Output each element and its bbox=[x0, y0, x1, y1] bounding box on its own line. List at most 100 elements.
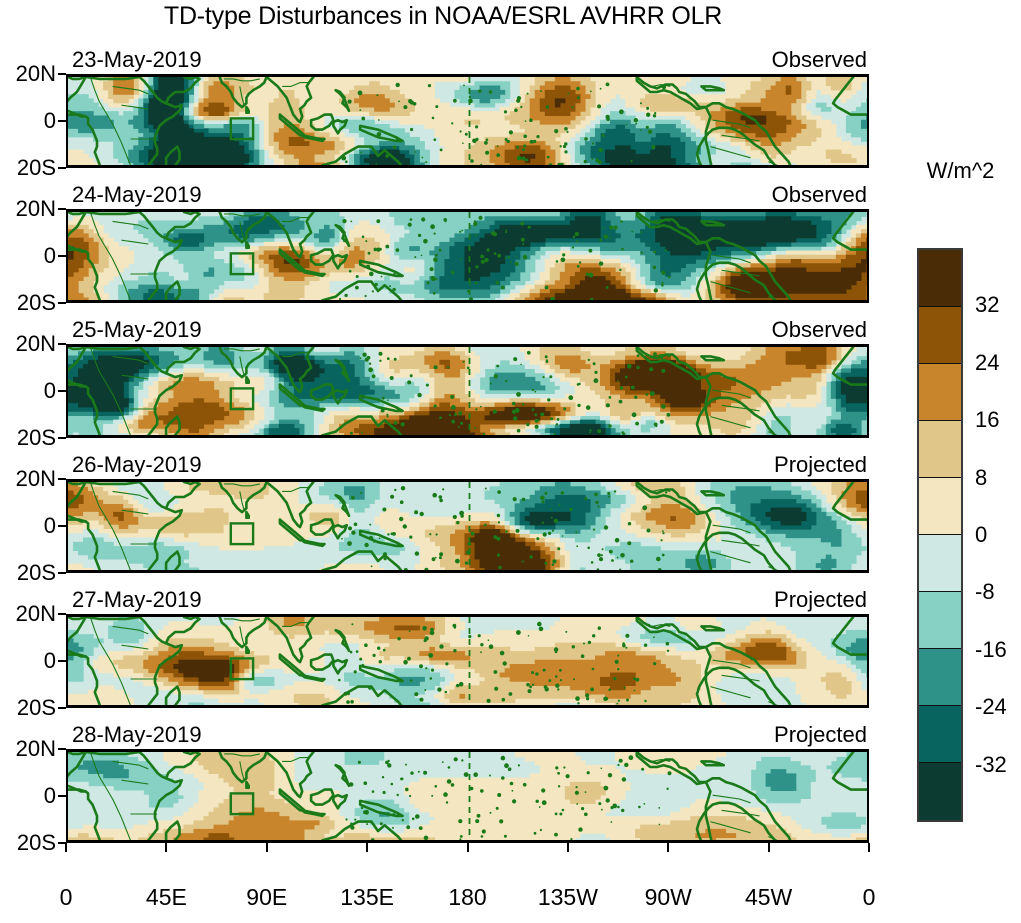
x-tick-label: 0 bbox=[59, 884, 73, 910]
x-tick-mark bbox=[466, 843, 469, 852]
panel-status-label: Projected bbox=[774, 452, 867, 477]
panel-date-label: 23-May-2019 bbox=[72, 47, 202, 72]
y-tick-mark bbox=[58, 525, 66, 527]
y-tick-mark bbox=[58, 660, 66, 662]
colorbar-band bbox=[919, 307, 961, 364]
colorbar-band bbox=[919, 535, 961, 592]
y-tick-label: 20S bbox=[16, 830, 56, 855]
x-tick-label: 90E bbox=[246, 884, 288, 910]
panel-status-label: Observed bbox=[771, 182, 867, 207]
colorbar-band bbox=[919, 706, 961, 763]
colorbar-tick-label: 0 bbox=[975, 522, 988, 547]
olr-anomaly-map bbox=[66, 74, 869, 168]
colorbar-tick-label: -24 bbox=[975, 694, 1007, 720]
olr-anomaly-map bbox=[66, 344, 869, 438]
panel-header: 26-May-2019 Projected bbox=[66, 452, 869, 478]
panel-status-label: Projected bbox=[774, 587, 867, 612]
x-tick-label: 45E bbox=[145, 884, 187, 910]
map-panel-4: 26-May-2019 Projected bbox=[66, 452, 869, 573]
y-tick-label: 20N bbox=[15, 196, 56, 221]
y-tick-label: 0 bbox=[43, 108, 56, 133]
x-tick-label: 0 bbox=[862, 884, 876, 910]
page-title: TD-type Disturbances in NOAA/ESRL AVHRR … bbox=[163, 2, 723, 30]
x-tick-mark bbox=[667, 843, 670, 852]
y-tick-mark bbox=[58, 748, 66, 750]
panel-header: 27-May-2019 Projected bbox=[66, 587, 869, 613]
y-tick-mark bbox=[58, 343, 66, 345]
colorbar-tick-label: 8 bbox=[975, 464, 988, 490]
x-tick-label: 180 bbox=[448, 884, 487, 910]
y-tick-label: 0 bbox=[43, 243, 56, 268]
y-tick-label: 0 bbox=[43, 378, 56, 403]
y-tick-label: 0 bbox=[43, 783, 56, 808]
colorbar-band bbox=[919, 364, 961, 421]
colorbar-band bbox=[919, 592, 961, 649]
y-tick-mark bbox=[58, 302, 66, 304]
y-tick-mark bbox=[58, 208, 66, 210]
x-tick-mark bbox=[165, 843, 168, 852]
colorbar-tick-label: -32 bbox=[975, 751, 1007, 777]
colorbar-tick-label: 32 bbox=[975, 292, 1000, 318]
olr-anomaly-map bbox=[66, 614, 869, 708]
panel-header: 23-May-2019 Observed bbox=[66, 47, 869, 73]
x-tick-label: 45W bbox=[744, 884, 793, 910]
map-panel-3: 25-May-2019 Observed bbox=[66, 317, 869, 438]
panel-header: 25-May-2019 Observed bbox=[66, 317, 869, 343]
y-tick-mark bbox=[58, 707, 66, 709]
x-tick-mark bbox=[868, 843, 870, 852]
panel-status-label: Observed bbox=[771, 47, 867, 72]
y-tick-mark bbox=[58, 613, 66, 615]
y-tick-mark bbox=[58, 255, 66, 257]
panel-date-label: 26-May-2019 bbox=[72, 452, 202, 477]
y-tick-label: 20S bbox=[16, 290, 56, 315]
x-tick-mark bbox=[566, 843, 569, 852]
colorbar-tick-label: 24 bbox=[975, 349, 1000, 375]
y-tick-mark bbox=[58, 120, 66, 122]
olr-anomaly-map bbox=[66, 479, 869, 573]
x-tick-mark bbox=[265, 843, 268, 852]
panel-date-label: 25-May-2019 bbox=[72, 317, 202, 342]
x-tick-mark bbox=[366, 843, 369, 852]
panel-status-label: Projected bbox=[774, 722, 867, 747]
y-tick-label: 20S bbox=[16, 155, 56, 180]
y-tick-mark bbox=[58, 572, 66, 574]
map-panel-6: 28-May-2019 Projected bbox=[66, 722, 869, 843]
olr-anomaly-map bbox=[66, 209, 869, 303]
y-tick-mark bbox=[58, 390, 66, 392]
x-tick-mark bbox=[767, 843, 770, 852]
colorbar-band bbox=[919, 763, 961, 820]
panel-header: 24-May-2019 Observed bbox=[66, 182, 869, 208]
colorbar-band bbox=[919, 250, 961, 307]
y-tick-label: 0 bbox=[43, 648, 56, 673]
y-tick-label: 20N bbox=[15, 331, 56, 356]
olr-anomaly-map bbox=[66, 749, 869, 843]
colorbar-band bbox=[919, 649, 961, 706]
x-tick-label: 135E bbox=[340, 884, 394, 910]
colorbar-band bbox=[919, 421, 961, 478]
panel-status-label: Observed bbox=[771, 317, 867, 342]
y-tick-label: 20S bbox=[16, 560, 56, 585]
colorbar-tick-label: 16 bbox=[975, 407, 1000, 433]
y-tick-label: 20N bbox=[15, 601, 56, 626]
panel-date-label: 28-May-2019 bbox=[72, 722, 202, 747]
colorbar-tick-label: -8 bbox=[975, 579, 995, 605]
colorbar bbox=[917, 248, 963, 822]
panel-date-label: 24-May-2019 bbox=[72, 182, 202, 207]
map-panel-2: 24-May-2019 Observed bbox=[66, 182, 869, 303]
y-tick-mark bbox=[58, 478, 66, 480]
colorbar-unit-label: W/m^2 bbox=[926, 158, 995, 183]
panel-header: 28-May-2019 Projected bbox=[66, 722, 869, 748]
colorbar-tick-label: -16 bbox=[975, 636, 1007, 662]
y-tick-mark bbox=[58, 437, 66, 439]
x-tick-label: 90W bbox=[644, 884, 692, 910]
y-tick-mark bbox=[58, 842, 66, 844]
y-tick-label: 20N bbox=[15, 736, 56, 761]
y-tick-label: 20S bbox=[16, 425, 56, 450]
x-tick-mark bbox=[65, 843, 67, 852]
y-tick-mark bbox=[58, 167, 66, 169]
y-tick-mark bbox=[58, 73, 66, 75]
x-tick-label: 135W bbox=[537, 884, 598, 910]
y-tick-label: 20N bbox=[15, 61, 56, 86]
panel-date-label: 27-May-2019 bbox=[72, 587, 202, 612]
y-tick-label: 20N bbox=[15, 466, 56, 491]
